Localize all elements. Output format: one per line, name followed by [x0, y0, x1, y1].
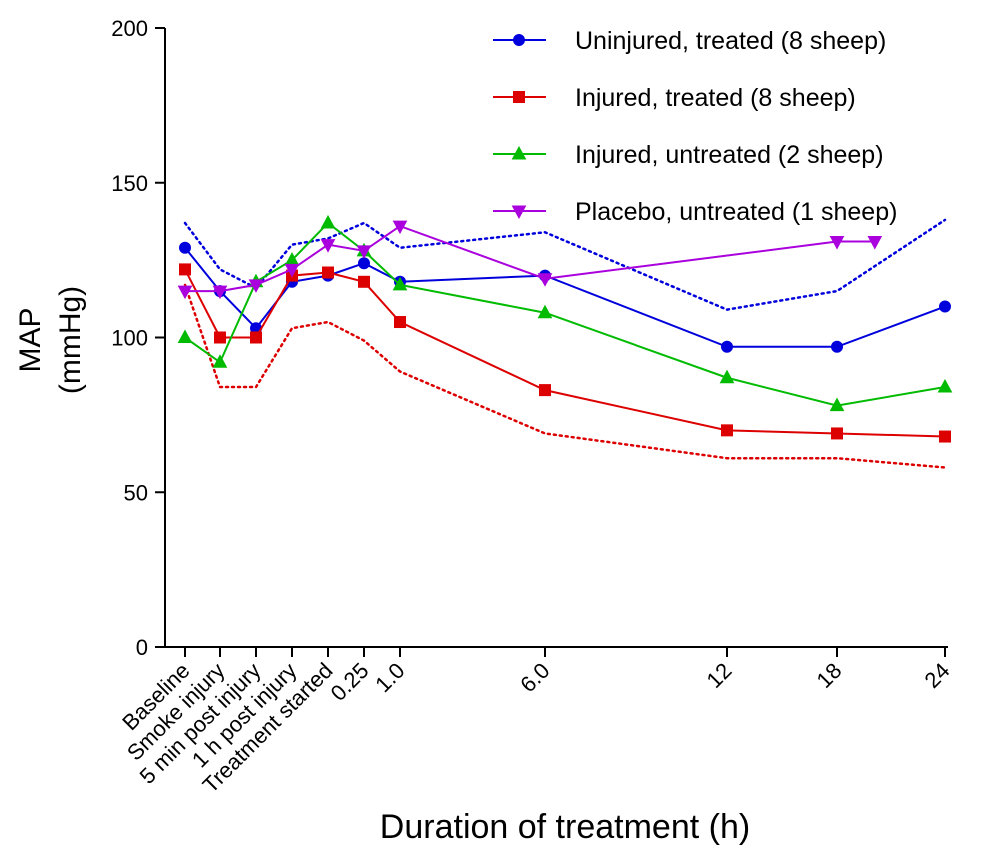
data-point [537, 273, 553, 287]
data-point [394, 316, 406, 329]
dotted-band-line [183, 283, 947, 469]
data-point [284, 263, 300, 278]
x-tick-label: 1.0 [370, 658, 409, 697]
axes [164, 28, 948, 648]
legend-marker [511, 145, 527, 160]
data-point [322, 266, 334, 279]
data-point [721, 424, 733, 437]
legend-marker [511, 205, 527, 220]
data-point [212, 285, 228, 300]
legend-label: Placebo, untreated (1 sheep) [575, 198, 897, 226]
data-point [392, 276, 408, 291]
data-point [179, 241, 191, 254]
series-line [185, 224, 875, 293]
y-tick-label: 200 [111, 16, 148, 41]
y-axis-title-line-2: (mmHg) [54, 286, 87, 394]
series-group [177, 220, 883, 300]
x-tick-label: 0.25 [326, 658, 374, 706]
legend-item: Injured, treated (8 sheep) [493, 84, 856, 112]
data-point [721, 340, 733, 353]
series-line [184, 221, 946, 407]
data-point [356, 245, 372, 259]
legend-label: Uninjured, treated (8 sheep) [575, 27, 886, 55]
y-axis-title-line-1: MAP [14, 307, 47, 372]
y-tick-label: 0 [136, 635, 148, 660]
data-point [358, 275, 370, 288]
y-ticks: 0 50 100 150 200 [111, 16, 165, 660]
x-tick-label: 18 [812, 658, 847, 693]
legend-item: Uninjured, treated (8 sheep) [493, 27, 886, 55]
data-point [537, 304, 553, 319]
data-point [177, 285, 193, 300]
data-point [829, 236, 845, 250]
data-point [539, 384, 551, 397]
data-point [392, 220, 408, 235]
data-point [214, 331, 226, 344]
x-tick-label: 24 [920, 658, 955, 693]
legend-label: Injured, treated (8 sheep) [575, 84, 856, 112]
data-point [177, 329, 193, 343]
data-point [937, 378, 953, 393]
data-point [831, 427, 843, 440]
x-tick-label: 12 [702, 658, 737, 693]
series-layer [177, 214, 953, 469]
series-line [184, 268, 946, 438]
dotted-band-line [183, 218, 947, 311]
data-point [358, 257, 370, 270]
data-point [320, 239, 336, 253]
data-point [320, 214, 336, 229]
legend: Uninjured, treated (8 sheep) Injured, tre… [493, 27, 897, 226]
data-point [939, 430, 951, 443]
data-point [179, 263, 191, 276]
y-tick-label: 50 [124, 480, 148, 505]
data-point [829, 397, 845, 412]
series-line [184, 247, 946, 348]
x-tick-label: 6.0 [515, 658, 554, 697]
data-point [939, 300, 951, 313]
x-axis-title: Duration of treatment (h) [380, 808, 750, 846]
legend-marker [513, 34, 525, 46]
legend-marker [513, 91, 525, 103]
data-point [867, 236, 883, 250]
data-point [212, 354, 228, 368]
legend-item: Injured, untreated (2 sheep) [493, 141, 884, 169]
legend-item: Placebo, untreated (1 sheep) [493, 198, 897, 226]
y-tick-label: 150 [111, 171, 148, 196]
y-tick-label: 100 [111, 326, 148, 351]
series-group [179, 263, 951, 443]
data-point [719, 369, 735, 384]
data-point [248, 279, 264, 293]
data-point [250, 331, 262, 344]
data-point [831, 340, 843, 353]
legend-label: Injured, untreated (2 sheep) [575, 141, 884, 169]
